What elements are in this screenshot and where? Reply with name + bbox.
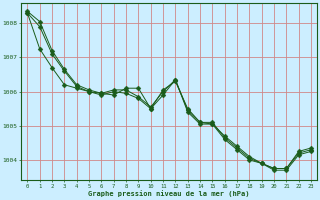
X-axis label: Graphe pression niveau de la mer (hPa): Graphe pression niveau de la mer (hPa) [89,190,250,197]
